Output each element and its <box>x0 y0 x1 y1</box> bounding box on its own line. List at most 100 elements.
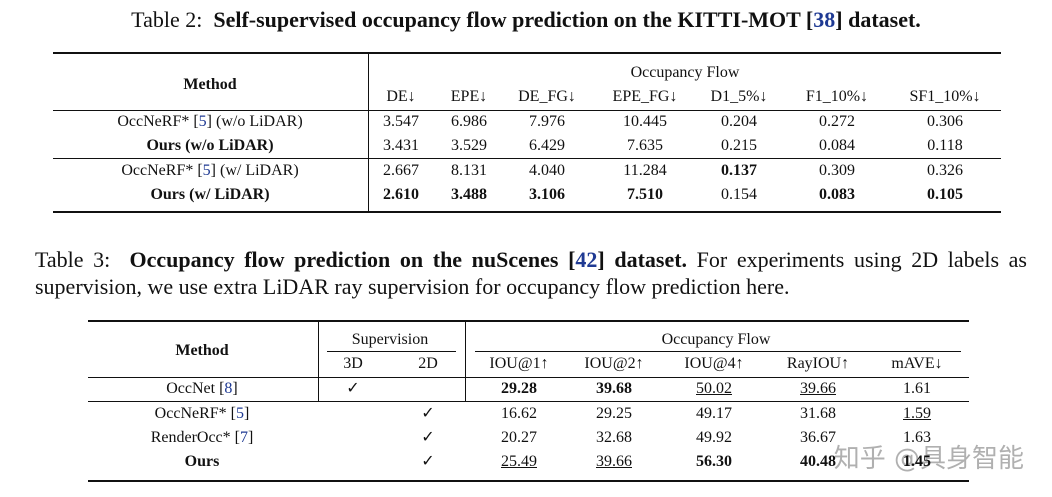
table-cell: 0.309 <box>819 162 855 179</box>
method-cell: OccNeRF* [5] (w/o LiDAR) <box>117 114 302 130</box>
method-name: Ours (w/ LiDAR) <box>150 186 270 203</box>
citation[interactable]: 5 <box>235 405 244 422</box>
table-cell: 0.306 <box>927 113 963 130</box>
table-cell: 50.02 <box>696 380 732 397</box>
table-cell: 39.66 <box>596 453 632 470</box>
table-cell: 6.429 <box>529 137 565 154</box>
check-mark: ✓ <box>346 380 360 397</box>
column-header: IOU@1↑ <box>489 355 549 372</box>
method-cell: Ours (w/o LiDAR) <box>146 138 273 154</box>
table-cell: 6.986 <box>451 113 487 130</box>
table-cell: 49.92 <box>696 429 732 446</box>
table-rule <box>53 110 1001 111</box>
column-header: DE↓ <box>386 88 416 105</box>
table-cell: 32.68 <box>596 429 632 446</box>
table-rule <box>53 158 1001 159</box>
check-mark: ✓ <box>421 429 435 446</box>
table-cell: 49.17 <box>696 405 732 422</box>
method-name: ] <box>247 429 254 446</box>
table-rule <box>465 321 466 401</box>
column-header: Method <box>183 76 237 93</box>
citation[interactable]: 7 <box>239 429 248 446</box>
method-name: ] (w/ LiDAR) <box>210 162 299 179</box>
method-name: OccNeRF* [ <box>117 113 199 130</box>
column-header: F1_10%↓ <box>805 88 869 105</box>
table-cell: 0.105 <box>927 186 963 203</box>
method-name: RenderOcc* [ <box>150 429 240 446</box>
citation[interactable]: 5 <box>198 113 207 130</box>
citation[interactable]: 5 <box>202 162 211 179</box>
table-cell: 0.137 <box>721 162 757 179</box>
table-cell: 11.284 <box>623 162 667 179</box>
table-cell: 29.25 <box>596 405 632 422</box>
method-cell: OccNeRF* [5] (w/ LiDAR) <box>121 163 298 179</box>
table-cell: 8.131 <box>451 162 487 179</box>
table-rule <box>88 401 969 402</box>
method-name: Ours <box>184 453 220 470</box>
table-cell: 39.68 <box>596 380 632 397</box>
caption-ref[interactable]: 42 <box>575 247 598 272</box>
caption-title: Occupancy flow prediction on the nuScene… <box>129 247 576 272</box>
table-cell: 40.48 <box>800 453 836 470</box>
table-cell: 1.45 <box>903 453 931 470</box>
column-header: EPE↓ <box>450 88 488 105</box>
check-mark: ✓ <box>421 453 435 470</box>
table-cell: 20.27 <box>501 429 537 446</box>
group-header: Occupancy Flow <box>630 64 740 81</box>
column-header: 3D <box>343 355 363 372</box>
table-cell: 0.272 <box>819 113 855 130</box>
table-cell: 1.63 <box>903 429 931 446</box>
table-cell: 7.976 <box>529 113 565 130</box>
table-cell: 3.488 <box>451 186 487 203</box>
watermark: 知乎 @具身智能 <box>833 444 1024 474</box>
table-cell: 0.118 <box>927 137 963 154</box>
citation[interactable]: 8 <box>224 380 233 397</box>
table-cell: 0.084 <box>819 137 855 154</box>
column-header: D1_5%↓ <box>710 88 768 105</box>
table-rule <box>88 480 969 482</box>
column-header: mAVE↓ <box>891 355 943 372</box>
caption-title: ] dataset. <box>597 247 688 272</box>
check-mark: ✓ <box>421 405 435 422</box>
table-cell: 10.445 <box>623 113 667 130</box>
method-cell: Ours (w/ LiDAR) <box>150 187 269 203</box>
table-rule <box>88 320 969 322</box>
table-rule <box>53 52 1001 54</box>
method-name: OccNet [ <box>166 380 225 397</box>
column-header: IOU@2↑ <box>584 355 644 372</box>
column-header: 2D <box>418 355 438 372</box>
table-rule <box>318 321 319 401</box>
caption-label: Table 3: <box>35 247 111 272</box>
method-name: ] (w/o LiDAR) <box>206 113 303 130</box>
table-cell: 7.510 <box>627 186 663 203</box>
method-name: ] <box>232 380 238 397</box>
table-cell: 3.547 <box>383 113 419 130</box>
table-rule <box>88 377 969 378</box>
caption-title: ] dataset. <box>835 7 921 32</box>
table-cell: 4.040 <box>529 162 565 179</box>
method-name: ] <box>243 405 250 422</box>
table-cell: 2.667 <box>383 162 419 179</box>
caption-title: Self-supervised occupancy flow predictio… <box>213 7 814 32</box>
table-rule <box>368 53 369 213</box>
table-cell: 0.083 <box>819 186 855 203</box>
table-cell: 0.326 <box>927 162 963 179</box>
table-cell: 3.106 <box>529 186 565 203</box>
table-cell: 1.59 <box>903 405 931 422</box>
table-rule <box>327 351 456 352</box>
method-name: OccNeRF* [ <box>121 162 203 179</box>
table-cell: 3.529 <box>451 137 487 154</box>
method-cell: Ours <box>185 454 220 470</box>
table-rule <box>475 351 961 352</box>
column-header: RayIOU↑ <box>786 355 850 372</box>
table-cell: 1.61 <box>903 380 931 397</box>
table-cell: 36.67 <box>800 429 836 446</box>
table-cell: 0.215 <box>721 137 757 154</box>
group-header: Occupancy Flow <box>661 331 771 348</box>
caption-ref[interactable]: 38 <box>813 7 836 32</box>
method-cell: RenderOcc* [7] <box>151 430 254 446</box>
column-header: IOU@4↑ <box>684 355 744 372</box>
table-cell: 2.610 <box>383 186 419 203</box>
table-cell: 29.28 <box>501 380 537 397</box>
